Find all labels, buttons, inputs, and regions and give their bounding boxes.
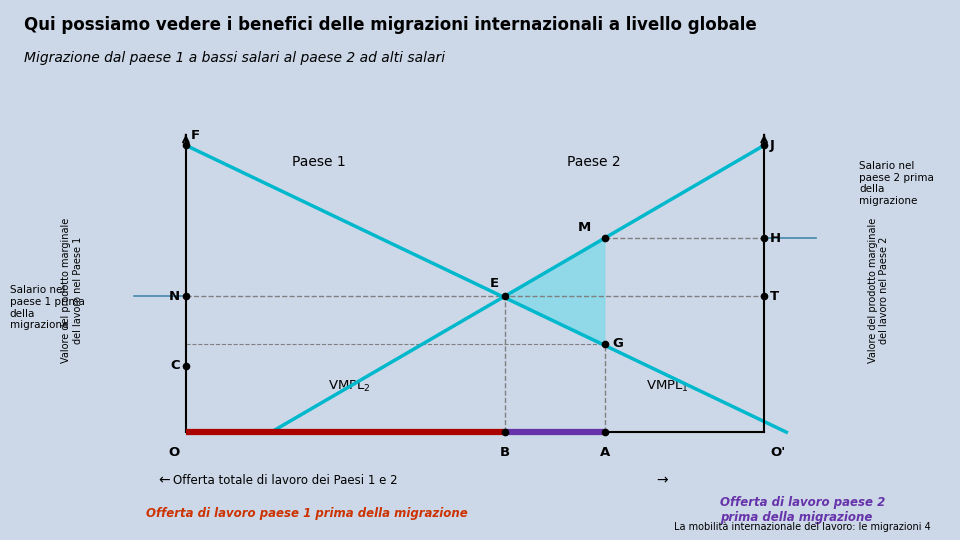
Text: La mobilità internazionale del lavoro: le migrazioni 4: La mobilità internazionale del lavoro: l… [675,522,931,532]
Text: M: M [578,221,591,234]
Polygon shape [505,238,605,343]
Text: Valore del prodotto marginale
del lavoro nel Paese 1: Valore del prodotto marginale del lavoro… [61,218,83,363]
Text: Salario nel
paese 2 prima
della
migrazione: Salario nel paese 2 prima della migrazio… [859,161,934,206]
Text: Paese 1: Paese 1 [293,156,347,170]
Text: F: F [191,129,201,143]
Text: O': O' [770,446,785,459]
Text: Paese 2: Paese 2 [566,156,620,170]
Text: O: O [169,446,180,459]
Text: Salario nel
paese 1 prima
della
migrazione: Salario nel paese 1 prima della migrazio… [10,286,84,330]
Text: H: H [770,232,781,245]
Text: Migrazione dal paese 1 a bassi salari al paese 2 ad alti salari: Migrazione dal paese 1 a bassi salari al… [24,51,445,65]
Text: ←: ← [158,474,170,488]
Text: J: J [769,139,774,152]
Text: Offerta di lavoro paese 1 prima della migrazione: Offerta di lavoro paese 1 prima della mi… [146,507,468,519]
Text: T: T [770,290,780,303]
Text: Offerta di lavoro paese 2
prima della migrazione: Offerta di lavoro paese 2 prima della mi… [720,496,885,524]
Text: →: → [656,474,667,488]
Text: Offerta totale di lavoro dei Paesi 1 e 2: Offerta totale di lavoro dei Paesi 1 e 2 [173,474,397,487]
Text: VMPL$_2$: VMPL$_2$ [327,379,371,394]
Text: Qui possiamo vedere i benefici delle migrazioni internazionali a livello globale: Qui possiamo vedere i benefici delle mig… [24,16,756,34]
Text: B: B [499,446,510,459]
Text: Valore del prodotto marginale
del lavoro nel Paese 2: Valore del prodotto marginale del lavoro… [868,218,889,363]
Text: C: C [170,359,180,372]
Text: E: E [490,276,498,289]
Text: A: A [600,446,610,459]
Text: N: N [169,290,180,303]
Text: VMPL$_1$: VMPL$_1$ [646,379,689,394]
Text: G: G [612,337,623,350]
